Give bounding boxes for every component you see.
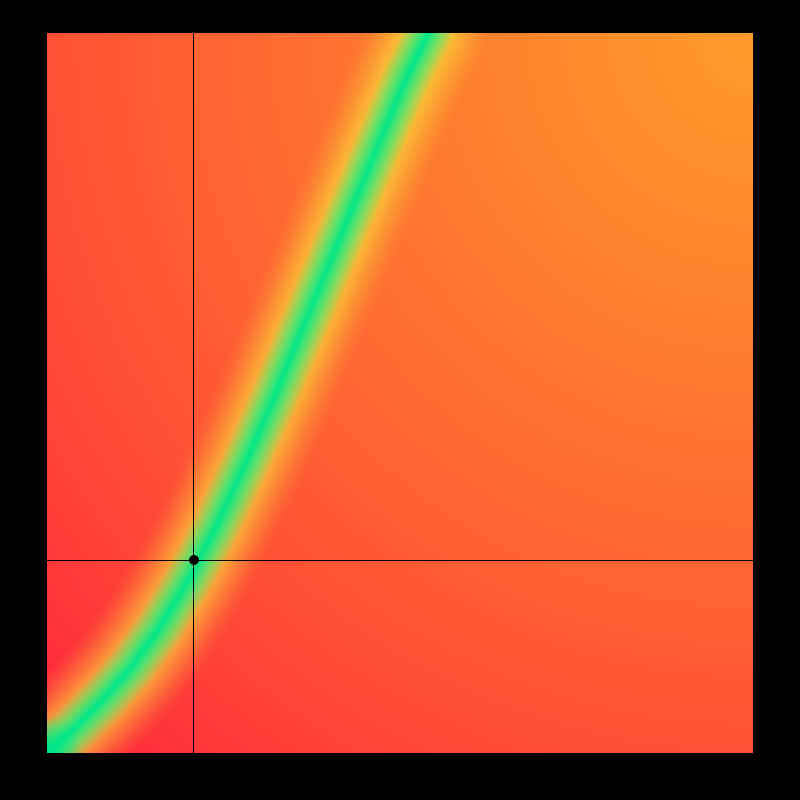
- crosshair-vertical: [193, 33, 194, 753]
- crosshair-horizontal: [47, 560, 753, 561]
- frame-bottom: [0, 753, 800, 800]
- frame-left: [0, 0, 47, 800]
- frame-right: [753, 0, 800, 800]
- frame-top: [0, 0, 800, 33]
- bottleneck-heatmap: [47, 33, 753, 753]
- crosshair-marker: [189, 555, 199, 565]
